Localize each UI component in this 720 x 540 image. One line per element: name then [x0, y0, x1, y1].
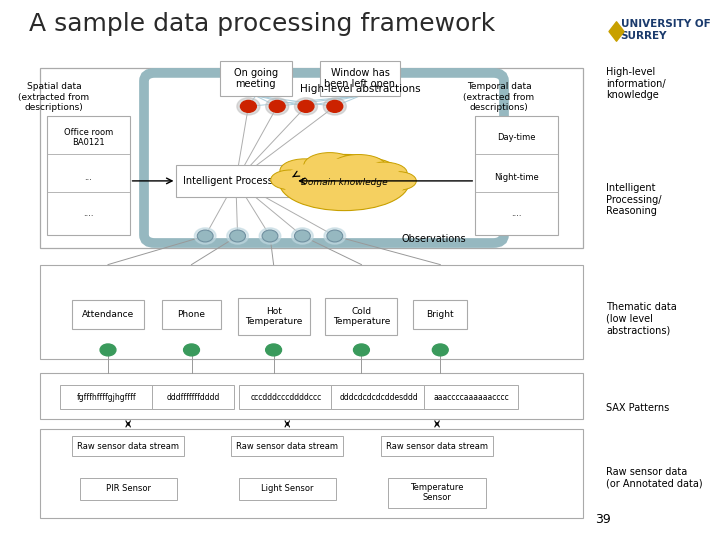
Circle shape	[292, 228, 313, 244]
Ellipse shape	[361, 162, 407, 184]
Text: Raw sensor data stream: Raw sensor data stream	[236, 442, 338, 450]
Circle shape	[266, 98, 289, 115]
Text: UNIVERSITY OF
SURREY: UNIVERSITY OF SURREY	[621, 19, 711, 42]
FancyBboxPatch shape	[389, 478, 485, 508]
Ellipse shape	[271, 170, 310, 190]
Text: Day-time: Day-time	[498, 133, 536, 142]
Text: Light Sensor: Light Sensor	[261, 484, 313, 493]
Circle shape	[194, 228, 216, 244]
Circle shape	[294, 230, 310, 242]
Circle shape	[237, 98, 260, 115]
FancyBboxPatch shape	[40, 68, 583, 248]
FancyBboxPatch shape	[72, 300, 144, 329]
Text: Cold
Temperature: Cold Temperature	[333, 307, 390, 326]
Text: Temporal data
(extracted from
descriptions): Temporal data (extracted from descriptio…	[464, 82, 534, 112]
Circle shape	[327, 100, 343, 112]
FancyBboxPatch shape	[424, 385, 518, 409]
Ellipse shape	[282, 159, 406, 206]
Circle shape	[354, 344, 369, 356]
Text: dddcdcdcdcddesddd: dddcdcdcdcddesddd	[340, 393, 419, 402]
Text: High-level
information/
knowledge: High-level information/ knowledge	[606, 67, 666, 100]
FancyBboxPatch shape	[220, 60, 292, 96]
FancyBboxPatch shape	[239, 385, 333, 409]
Text: High-level abstractions: High-level abstractions	[300, 84, 420, 94]
Text: Attendance: Attendance	[82, 310, 134, 319]
Ellipse shape	[331, 154, 386, 178]
Text: dddfffffffdddd: dddfffffffdddd	[166, 393, 220, 402]
Text: Bright: Bright	[426, 310, 454, 319]
Circle shape	[197, 230, 213, 242]
Ellipse shape	[279, 154, 409, 211]
Text: ....: ....	[83, 209, 94, 218]
Circle shape	[269, 100, 285, 112]
Text: Intelligent Processing: Intelligent Processing	[184, 176, 288, 186]
FancyBboxPatch shape	[475, 116, 558, 235]
Text: 39: 39	[595, 513, 611, 526]
Ellipse shape	[380, 172, 416, 190]
Text: On going
meeting: On going meeting	[233, 68, 278, 89]
FancyBboxPatch shape	[72, 436, 184, 456]
Circle shape	[227, 228, 248, 244]
Circle shape	[323, 98, 346, 115]
FancyBboxPatch shape	[60, 385, 153, 409]
FancyBboxPatch shape	[331, 385, 428, 409]
Circle shape	[262, 230, 278, 242]
Text: Observations: Observations	[402, 234, 467, 244]
Circle shape	[240, 100, 256, 112]
Text: Raw sensor data
(or Annotated data): Raw sensor data (or Annotated data)	[606, 467, 703, 489]
Text: Night-time: Night-time	[494, 173, 539, 181]
Circle shape	[324, 228, 346, 244]
FancyBboxPatch shape	[40, 265, 583, 359]
Text: A sample data processing framework: A sample data processing framework	[29, 12, 495, 36]
Text: Phone: Phone	[178, 310, 205, 319]
FancyBboxPatch shape	[152, 385, 235, 409]
Text: Temperature
Sensor: Temperature Sensor	[410, 483, 464, 502]
Text: Raw sensor data stream: Raw sensor data stream	[386, 442, 488, 450]
Text: Office room
BA0121: Office room BA0121	[63, 128, 113, 147]
Text: Spatial data
(extracted from
descriptions): Spatial data (extracted from description…	[19, 82, 89, 112]
Text: Hot
Temperature: Hot Temperature	[245, 307, 302, 326]
Ellipse shape	[280, 159, 329, 183]
FancyBboxPatch shape	[238, 298, 310, 335]
FancyBboxPatch shape	[320, 60, 400, 96]
FancyBboxPatch shape	[79, 478, 177, 500]
Text: Raw sensor data stream: Raw sensor data stream	[77, 442, 179, 450]
Circle shape	[327, 230, 343, 242]
FancyBboxPatch shape	[40, 429, 583, 518]
Text: ....: ....	[511, 209, 522, 218]
Text: Thematic data
(low level
abstractions): Thematic data (low level abstractions)	[606, 302, 677, 335]
Text: ...: ...	[84, 173, 92, 181]
FancyBboxPatch shape	[40, 373, 583, 418]
Circle shape	[230, 230, 246, 242]
Text: cccdddcccddddccc: cccdddcccddddccc	[251, 393, 321, 402]
Text: PIR Sensor: PIR Sensor	[106, 484, 150, 493]
Circle shape	[100, 344, 116, 356]
Text: SAX Patterns: SAX Patterns	[606, 403, 670, 413]
Text: Domain knowledge: Domain knowledge	[301, 178, 387, 187]
FancyBboxPatch shape	[325, 298, 397, 335]
Circle shape	[266, 344, 282, 356]
FancyBboxPatch shape	[176, 165, 295, 197]
Text: fgfffhffffgjhgffff: fgfffhffffgjhgffff	[77, 393, 136, 402]
FancyBboxPatch shape	[382, 436, 492, 456]
Circle shape	[184, 344, 199, 356]
FancyBboxPatch shape	[47, 116, 130, 235]
Circle shape	[298, 100, 314, 112]
Circle shape	[294, 98, 318, 115]
Text: Window has
been left open: Window has been left open	[325, 68, 395, 89]
Circle shape	[432, 344, 448, 356]
Circle shape	[259, 228, 281, 244]
Ellipse shape	[304, 153, 356, 178]
FancyBboxPatch shape	[162, 300, 221, 329]
Text: aaaccccaaaaaacccc: aaaccccaaaaaacccc	[433, 393, 509, 402]
FancyBboxPatch shape	[239, 478, 336, 500]
FancyBboxPatch shape	[144, 73, 504, 243]
FancyBboxPatch shape	[413, 300, 467, 329]
FancyBboxPatch shape	[232, 436, 343, 456]
Text: Intelligent
Processing/
Reasoning: Intelligent Processing/ Reasoning	[606, 183, 662, 217]
